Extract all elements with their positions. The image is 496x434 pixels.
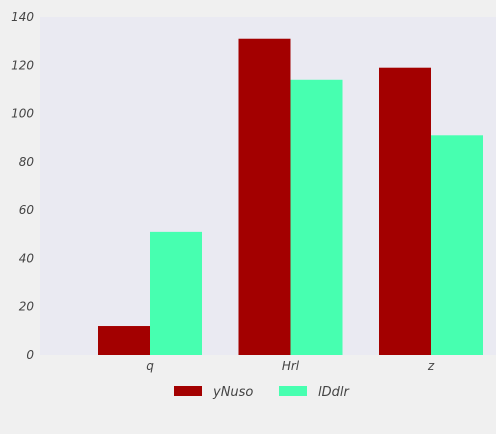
bar-yNuso-Hrl — [238, 38, 291, 355]
y-tick-label: 80 — [19, 155, 35, 169]
bars — [98, 38, 483, 356]
legend: yNuso lDdlr — [174, 385, 350, 400]
bar-yNuso-z — [379, 67, 431, 355]
y-tick-label: 60 — [19, 203, 35, 217]
y-tick-label: 120 — [11, 58, 34, 72]
x-tick-label: q — [146, 359, 154, 373]
bar-yNuso-q — [98, 326, 150, 355]
legend-label-yNuso: yNuso — [212, 385, 253, 400]
x-axis: q Hrl z — [146, 359, 435, 373]
y-tick-label: 100 — [11, 107, 34, 121]
bar-lDdlr-q — [150, 231, 202, 355]
legend-swatch-yNuso — [174, 386, 202, 396]
y-axis: 0 20 40 60 80 100 120 140 — [11, 10, 34, 362]
x-tick-label: z — [427, 359, 435, 373]
y-tick-label: 20 — [19, 300, 35, 314]
legend-swatch-lDdlr — [279, 386, 307, 396]
bar-lDdlr-Hrl — [290, 79, 343, 356]
x-tick-label: Hrl — [282, 359, 300, 373]
y-tick-label: 0 — [26, 348, 34, 362]
bar-lDdlr-z — [431, 135, 483, 355]
y-tick-label: 140 — [11, 10, 34, 24]
legend-label-lDdlr: lDdlr — [318, 385, 350, 400]
y-tick-label: 40 — [19, 251, 35, 265]
